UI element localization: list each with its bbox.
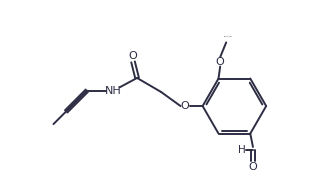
Text: NH: NH <box>105 86 121 96</box>
Text: O: O <box>216 57 224 67</box>
Text: O: O <box>181 101 190 111</box>
Text: methyl_stub: methyl_stub <box>223 35 232 37</box>
Text: O: O <box>129 51 137 61</box>
Text: O: O <box>249 162 257 172</box>
Text: H: H <box>239 145 246 155</box>
